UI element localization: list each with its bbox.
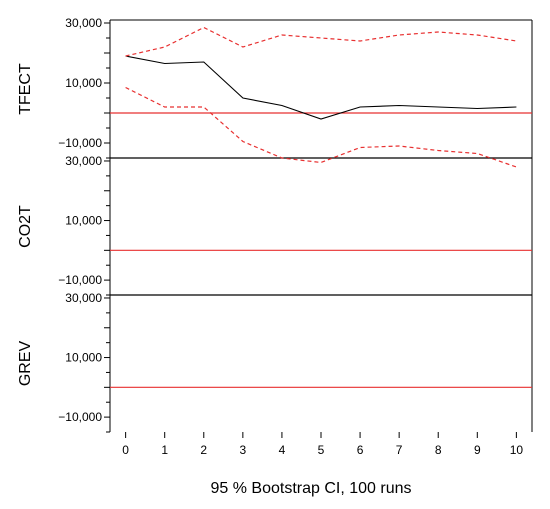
y-tick-label: 30,000 bbox=[65, 16, 102, 30]
y-tick-label: 10,000 bbox=[65, 76, 102, 90]
panel-co2t: 30,000 10,000 −10,000 CO2T bbox=[17, 154, 532, 296]
x-tick-label: 8 bbox=[435, 443, 442, 457]
x-tick-label: 5 bbox=[318, 443, 325, 457]
x-tick-label: 10 bbox=[510, 443, 524, 457]
panel-tfect: 30,000 10,000 −10,000 TFECT bbox=[17, 16, 532, 168]
x-tick-label: 1 bbox=[161, 443, 168, 457]
y-tick-label: −10,000 bbox=[58, 410, 102, 424]
x-tick-label: 9 bbox=[474, 443, 481, 457]
y-tick-label: 30,000 bbox=[65, 291, 102, 305]
x-tick-label: 4 bbox=[279, 443, 286, 457]
y-tick-label: 10,000 bbox=[65, 214, 102, 228]
chart-caption: 95 % Bootstrap CI, 100 runs bbox=[211, 480, 412, 497]
y-tick-label: 30,000 bbox=[65, 154, 102, 168]
x-tick-label: 0 bbox=[122, 443, 129, 457]
series-lower-line bbox=[125, 86, 517, 168]
x-tick-label: 3 bbox=[240, 443, 247, 457]
panel-label-tfect: TFECT bbox=[17, 63, 34, 115]
series-upper-line bbox=[125, 26, 517, 57]
y-tick-label: 10,000 bbox=[65, 351, 102, 365]
x-tick-label: 7 bbox=[396, 443, 403, 457]
y-tick-label: −10,000 bbox=[58, 273, 102, 287]
x-tick-label: 6 bbox=[357, 443, 364, 457]
series-response-line bbox=[125, 55, 517, 120]
y-tick-label: −10,000 bbox=[58, 136, 102, 150]
x-axis: 0 1 2 3 4 5 6 7 8 9 10 bbox=[122, 432, 523, 457]
panel-label-co2t: CO2T bbox=[17, 205, 34, 248]
panel-label-grev: GREV bbox=[17, 341, 34, 387]
panel-grev: 30,000 10,000 −10,000 GREV bbox=[17, 291, 532, 433]
x-tick-label: 2 bbox=[200, 443, 207, 457]
